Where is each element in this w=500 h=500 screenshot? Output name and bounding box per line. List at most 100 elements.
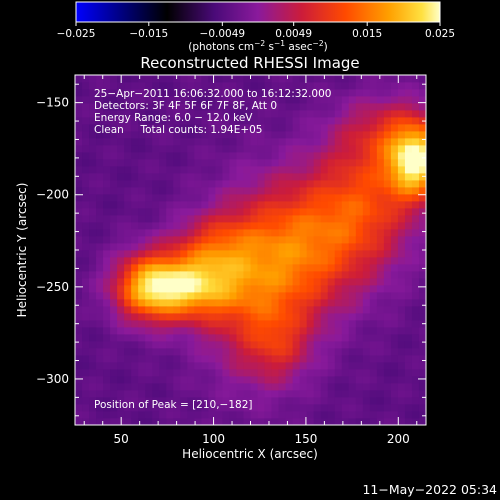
heatmap-cell xyxy=(404,313,413,321)
heatmap-cell xyxy=(271,110,279,118)
heatmap-cell xyxy=(369,306,378,314)
heatmap-cell xyxy=(96,110,104,118)
heatmap-cell xyxy=(208,103,216,111)
heatmap-cell xyxy=(257,341,265,349)
heatmap-cell xyxy=(264,376,272,384)
heatmap-cell xyxy=(362,383,371,391)
heatmap-cell xyxy=(243,236,251,244)
heatmap-cell xyxy=(418,229,427,237)
heatmap-cell xyxy=(397,257,406,265)
heatmap-cell xyxy=(229,250,237,258)
heatmap-cell xyxy=(103,278,111,286)
heatmap-cell xyxy=(376,124,385,132)
heatmap-cell xyxy=(390,376,399,384)
heatmap-cell xyxy=(208,131,216,139)
heatmap-cell xyxy=(138,96,146,104)
heatmap-cell xyxy=(348,208,357,216)
heatmap-cell xyxy=(313,299,322,307)
heatmap-cell xyxy=(82,208,90,216)
heatmap-cell xyxy=(236,201,244,209)
heatmap-cell xyxy=(131,75,139,83)
heatmap-cell xyxy=(180,75,188,83)
heatmap-cell xyxy=(152,355,160,363)
heatmap-cell xyxy=(82,152,90,160)
heatmap-cell xyxy=(271,271,279,279)
heatmap-cell xyxy=(355,292,364,300)
heatmap-cell xyxy=(222,110,230,118)
heatmap-cell xyxy=(194,411,202,419)
heatmap-cell xyxy=(117,292,125,300)
heatmap-cell xyxy=(376,397,385,405)
heatmap-cell xyxy=(418,152,427,160)
heatmap-cell xyxy=(103,222,111,230)
heatmap-cell xyxy=(257,131,265,139)
heatmap-cell xyxy=(278,194,286,202)
heatmap-cell xyxy=(264,278,272,286)
heatmap-cell xyxy=(222,369,230,377)
heatmap-cell xyxy=(376,362,385,370)
heatmap-cell xyxy=(411,173,420,181)
heatmap-cell xyxy=(208,313,216,321)
heatmap-cell xyxy=(320,320,329,328)
x-axis-label: Heliocentric X (arcsec) xyxy=(182,447,318,461)
heatmap-cell xyxy=(110,145,118,153)
heatmap-cell xyxy=(152,411,160,419)
heatmap-cell xyxy=(313,110,322,118)
heatmap-cell xyxy=(292,411,301,419)
heatmap-cell xyxy=(159,383,167,391)
heatmap-cell xyxy=(152,341,160,349)
heatmap-cell xyxy=(264,243,272,251)
heatmap-cell xyxy=(138,334,146,342)
heatmap-cell xyxy=(194,390,202,398)
heatmap-cell xyxy=(180,222,188,230)
heatmap-cell xyxy=(362,418,371,426)
heatmap-cell xyxy=(299,348,308,356)
heatmap-cell xyxy=(257,180,265,188)
heatmap-cell xyxy=(201,201,209,209)
heatmap-cell xyxy=(187,334,195,342)
heatmap-cell xyxy=(355,390,364,398)
heatmap-cell xyxy=(369,173,378,181)
heatmap-cell xyxy=(215,124,223,132)
heatmap-cell xyxy=(327,152,336,160)
heatmap-cell xyxy=(341,299,350,307)
heatmap-cell xyxy=(131,383,139,391)
heatmap-cell xyxy=(411,96,420,104)
heatmap-cell xyxy=(194,180,202,188)
heatmap-cell xyxy=(264,138,272,146)
heatmap-cell xyxy=(173,250,181,258)
heatmap-cell xyxy=(348,180,357,188)
heatmap-cell xyxy=(89,75,97,83)
heatmap-cell xyxy=(82,229,90,237)
heatmap-cell xyxy=(397,264,406,272)
heatmap-cell xyxy=(411,222,420,230)
heatmap-cell xyxy=(103,194,111,202)
heatmap-cell xyxy=(355,152,364,160)
heatmap-cell xyxy=(313,355,322,363)
heatmap-cell xyxy=(404,138,413,146)
heatmap-cell xyxy=(243,278,251,286)
heatmap-cell xyxy=(292,369,301,377)
heatmap-cell xyxy=(411,320,420,328)
heatmap-cell xyxy=(243,208,251,216)
heatmap-cell xyxy=(390,96,399,104)
heatmap-cell xyxy=(243,376,251,384)
heatmap-cell xyxy=(292,299,301,307)
heatmap-cell xyxy=(89,110,97,118)
heatmap-cell xyxy=(124,173,132,181)
heatmap-cell xyxy=(159,131,167,139)
heatmap-cell xyxy=(383,285,392,293)
heatmap-cell xyxy=(124,320,132,328)
heatmap-cell xyxy=(278,348,286,356)
heatmap-cell xyxy=(145,390,153,398)
heatmap-cell xyxy=(138,404,146,412)
heatmap-cell xyxy=(75,383,83,391)
heatmap-cell xyxy=(299,397,308,405)
heatmap-cell xyxy=(152,320,160,328)
heatmap-cell xyxy=(334,362,343,370)
heatmap-cell xyxy=(418,327,427,335)
x-axis-ticks xyxy=(83,75,418,425)
heatmap-cell xyxy=(110,124,118,132)
heatmap-cell xyxy=(124,327,132,335)
heatmap-cell xyxy=(124,215,132,223)
